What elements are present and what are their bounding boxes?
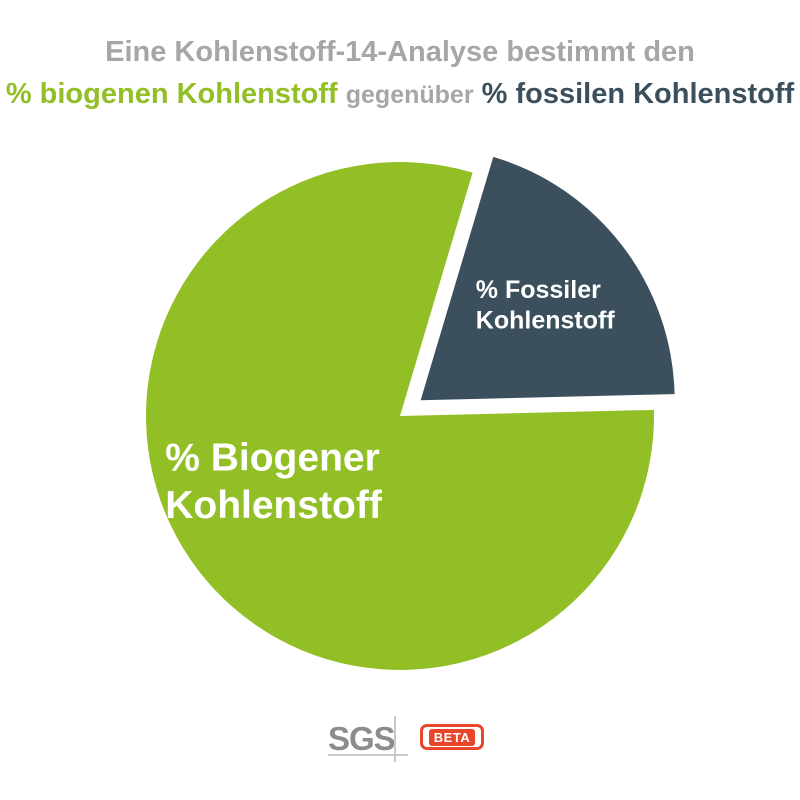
pie-label-line: % Biogener bbox=[165, 437, 380, 480]
sgs-logo-baseline bbox=[328, 754, 408, 756]
title-text: Eine Kohlenstoff-14-Analyse bestimmt den bbox=[105, 36, 695, 68]
beta-logo-text: BETA bbox=[428, 728, 476, 746]
pie-label-line: % Fossiler bbox=[476, 276, 601, 304]
title-fossil: % fossilen Kohlenstoff bbox=[481, 78, 795, 110]
title-versus: gegenüber bbox=[345, 81, 474, 109]
pie-label-line: Kohlenstoff bbox=[165, 484, 383, 527]
pie-slice-fossiler-kohlenstoff bbox=[420, 156, 675, 401]
chart-title-line1: Eine Kohlenstoff-14-Analyse bestimmt den bbox=[0, 36, 800, 69]
sgs-logo-divider bbox=[394, 716, 396, 762]
title-biogenic: % biogenen Kohlenstoff bbox=[5, 78, 338, 110]
pie-slice-biogener-kohlenstoff bbox=[146, 161, 655, 670]
chart-title-line2: % biogenen Kohlenstoff gegenüber % fossi… bbox=[0, 78, 800, 111]
pie-label-fossiler-kohlenstoff: % Fossiler Kohlenstoff bbox=[476, 276, 616, 335]
sgs-logo: SGS bbox=[328, 720, 396, 757]
pie-label-line: Kohlenstoff bbox=[476, 307, 616, 335]
beta-logo: BETA bbox=[420, 724, 484, 750]
logo-bar: SGS BETA bbox=[0, 714, 800, 764]
pie-label-biogener-kohlenstoff: % Biogener Kohlenstoff bbox=[165, 437, 383, 528]
